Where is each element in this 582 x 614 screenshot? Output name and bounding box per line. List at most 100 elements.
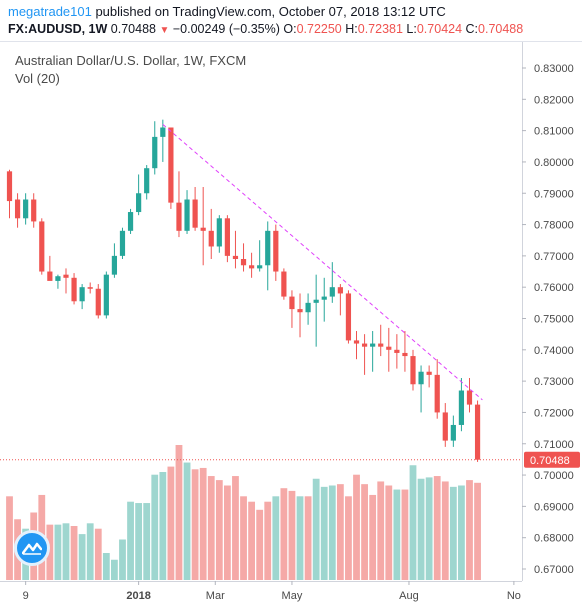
price-change: −0.00249 (−0.35%) [172, 22, 280, 36]
candle-body [442, 412, 448, 441]
candle-body [176, 202, 182, 231]
volume-bar [280, 488, 288, 580]
candle-body [6, 171, 13, 202]
volume-bar [54, 524, 62, 580]
y-tick-label: 0.77000 [534, 251, 574, 263]
volume-bar [175, 445, 183, 580]
y-tick-label: 0.81000 [534, 126, 574, 138]
candle-body [353, 340, 360, 344]
published-info: published on TradingView.com, October 07… [91, 4, 446, 19]
chart-area[interactable] [0, 41, 582, 614]
y-tick-label: 0.74000 [534, 345, 574, 357]
y-tick-label: 0.76000 [534, 282, 574, 294]
volume-bar [159, 472, 167, 580]
candle-body [39, 221, 45, 272]
volume-bar [215, 480, 223, 580]
high-label: H: [345, 22, 358, 36]
candle-body [136, 193, 142, 213]
candle-body [119, 230, 126, 256]
volume-bar [199, 467, 207, 580]
candle-body [14, 199, 21, 219]
chart-title: Australian Dollar/U.S. Dollar, 1W, FXCM [15, 53, 247, 68]
volume-bar [240, 496, 247, 580]
y-tick-label: 0.68000 [534, 533, 574, 545]
candle-body [450, 424, 456, 441]
open-label: O: [283, 22, 297, 36]
candle-body [273, 230, 279, 272]
candle-body [71, 277, 77, 302]
candle-body [152, 136, 158, 169]
volume-bar [70, 526, 78, 580]
candle-body [257, 265, 263, 269]
candle-body [249, 265, 255, 269]
volume-bar [62, 523, 70, 580]
volume-bar [135, 503, 143, 580]
volume-bar [304, 496, 312, 580]
last-price: 0.70488 [110, 22, 156, 36]
volume-bar [223, 485, 231, 580]
volume-bar [86, 523, 94, 580]
volume-bar [393, 489, 401, 580]
candle-body [216, 218, 222, 247]
candle-body [370, 343, 376, 347]
x-tick-label: 2018 [126, 590, 150, 602]
candle-body [31, 199, 37, 222]
volume-legend: Vol (20) [15, 71, 60, 86]
volume-bar [272, 496, 280, 580]
volume-bar [449, 486, 457, 580]
volume-bar [328, 485, 336, 580]
candle-body [337, 287, 343, 294]
candle-body [305, 302, 311, 313]
volume-bar [143, 503, 151, 580]
volume-bar [6, 496, 13, 580]
tradingview-logo-icon[interactable] [14, 530, 50, 566]
volume-bar [401, 489, 409, 580]
low-label: L: [406, 22, 417, 36]
ohlc-header: FX:AUDUSD, 1W 0.70488 ▼ −0.00249 (−0.35%… [8, 22, 523, 36]
candle-body [103, 274, 109, 316]
y-tick-label: 0.79000 [534, 188, 574, 200]
author-link[interactable]: megatrade101 [8, 4, 92, 19]
volume-bar [296, 496, 304, 580]
x-tick-label: 9 [23, 590, 29, 602]
volume-bar [441, 481, 449, 580]
y-tick-label: 0.70000 [534, 470, 574, 482]
close-value: 0.70488 [478, 22, 524, 36]
volume-bar [111, 559, 118, 580]
candle-body [265, 230, 271, 266]
candle-body [184, 199, 190, 231]
candle-body [313, 299, 319, 303]
trend-line [162, 123, 483, 401]
volume-bar [288, 490, 296, 580]
y-tick-label: 0.75000 [534, 314, 574, 326]
candle-body [394, 349, 400, 353]
candle-body [386, 346, 392, 350]
candle-body [289, 296, 295, 310]
candle-body [63, 274, 69, 278]
candle-body [55, 276, 61, 281]
candle-body [410, 356, 416, 385]
x-tick-label: Mar [206, 590, 225, 602]
volume-bar [353, 474, 360, 580]
change-arrow-icon: ▼ [159, 25, 170, 36]
volume-bar [433, 476, 441, 580]
volume-bar [46, 524, 54, 580]
y-tick-label: 0.80000 [534, 157, 574, 169]
candle-body [434, 374, 440, 413]
volume-bar [167, 466, 175, 580]
volume-bar [377, 481, 385, 580]
candle-body [474, 404, 481, 460]
candle-body [329, 287, 335, 297]
x-tick-label: No [507, 590, 521, 602]
volume-bar [466, 480, 473, 580]
candle-body [111, 255, 118, 275]
y-tick-label: 0.82000 [534, 94, 574, 106]
volume-bar [369, 494, 377, 580]
volume-bar [232, 476, 239, 580]
volume-bar [312, 478, 320, 580]
candle-body [160, 127, 166, 137]
volume-bar [78, 534, 86, 580]
candle-body [321, 296, 327, 300]
y-tick-label: 0.71000 [534, 439, 574, 451]
